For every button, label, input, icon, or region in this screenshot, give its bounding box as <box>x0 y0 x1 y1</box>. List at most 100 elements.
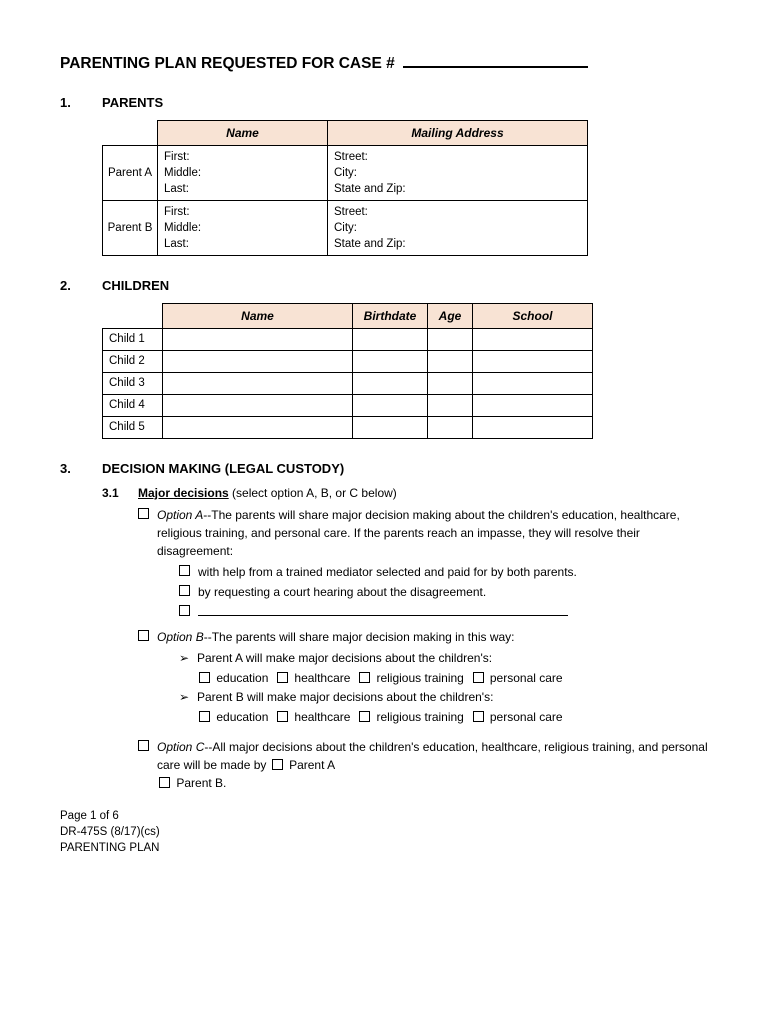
parent-a-label: Parent A <box>103 146 158 201</box>
parent-b-label: Parent B <box>103 201 158 256</box>
table-row: Parent A First: Middle: Last: Street: Ci… <box>103 146 588 201</box>
option-a-sub3-checkbox[interactable] <box>179 605 190 616</box>
child-age-cell[interactable] <box>428 329 473 351</box>
pb-religious-checkbox[interactable] <box>359 711 370 722</box>
section-3-head: DECISION MAKING (LEGAL CUSTODY) <box>102 461 344 476</box>
table-row: Child 2 <box>103 351 593 373</box>
case-number-field[interactable] <box>403 66 588 68</box>
option-c-pb-checkbox[interactable] <box>159 777 170 788</box>
option-b-parent-b-checks: education healthcare religious training … <box>197 707 563 727</box>
addr-street: Street: <box>334 149 581 165</box>
pb-healthcare-checkbox[interactable] <box>277 711 288 722</box>
child-age-cell[interactable] <box>428 417 473 439</box>
option-a-sub2-checkbox[interactable] <box>179 585 190 596</box>
option-a-sub2-row: by requesting a court hearing about the … <box>179 583 710 601</box>
option-a-sub1-text: with help from a trained mediator select… <box>198 563 577 581</box>
section-1-header: 1. PARENTS <box>60 95 710 110</box>
section-2-num: 2. <box>60 278 102 293</box>
pb-healthcare-label: healthcare <box>294 710 350 724</box>
option-c-label: Option C <box>157 740 204 754</box>
pb-personal-checkbox[interactable] <box>473 711 484 722</box>
sub-note: (select option A, B, or C below) <box>229 486 397 500</box>
option-b-checkbox[interactable] <box>138 630 149 641</box>
option-b-parent-a-text: Parent A will make major decisions about… <box>197 649 492 667</box>
child-age-cell[interactable] <box>428 373 473 395</box>
children-table: Name Birthdate Age School Child 1 Child … <box>102 303 593 439</box>
parent-b-addr-cell[interactable]: Street: City: State and Zip: <box>328 201 588 256</box>
child-school-cell[interactable] <box>473 373 593 395</box>
child-name-cell[interactable] <box>163 351 353 373</box>
option-b-parent-b-row: ➢ Parent B will make major decisions abo… <box>179 688 563 706</box>
option-a-sub3-row <box>179 603 710 616</box>
option-b-block: Option B--The parents will share major d… <box>138 628 710 728</box>
title-text: PARENTING PLAN REQUESTED FOR CASE # <box>60 55 395 72</box>
child-label: Child 2 <box>103 351 163 373</box>
child-school-cell[interactable] <box>473 395 593 417</box>
option-b-nested: ➢ Parent A will make major decisions abo… <box>179 649 563 728</box>
child-name-cell[interactable] <box>163 417 353 439</box>
option-b-parent-b-text: Parent B will make major decisions about… <box>197 688 493 706</box>
children-header-birthdate: Birthdate <box>353 304 428 329</box>
addr-street: Street: <box>334 204 581 220</box>
blank-corner <box>103 304 163 329</box>
child-bd-cell[interactable] <box>353 373 428 395</box>
pb-education-checkbox[interactable] <box>199 711 210 722</box>
option-a-text: Option A--The parents will share major d… <box>157 506 710 618</box>
option-a-sub2-text: by requesting a court hearing about the … <box>198 583 486 601</box>
name-first: First: <box>164 149 321 165</box>
name-middle: Middle: <box>164 165 321 181</box>
option-a-checkbox[interactable] <box>138 508 149 519</box>
table-row: Child 4 <box>103 395 593 417</box>
child-name-cell[interactable] <box>163 373 353 395</box>
footer-form-name: PARENTING PLAN <box>60 840 710 856</box>
option-b-parent-a-checks: education healthcare religious training … <box>197 668 563 688</box>
option-a-sub3-fill[interactable] <box>198 603 568 616</box>
option-c-pa-label: Parent A <box>289 758 335 772</box>
sub-head-wrap: Major decisions (select option A, B, or … <box>138 486 397 500</box>
child-bd-cell[interactable] <box>353 351 428 373</box>
option-c-checkbox[interactable] <box>138 740 149 751</box>
pb-personal-label: personal care <box>490 710 563 724</box>
child-label: Child 5 <box>103 417 163 439</box>
option-a-sub1-checkbox[interactable] <box>179 565 190 576</box>
option-b-text: Option B--The parents will share major d… <box>157 628 563 728</box>
pa-education-checkbox[interactable] <box>199 672 210 683</box>
parent-a-name-cell[interactable]: First: Middle: Last: <box>158 146 328 201</box>
footer-page: Page 1 of 6 <box>60 808 710 824</box>
parent-b-name-cell[interactable]: First: Middle: Last: <box>158 201 328 256</box>
child-bd-cell[interactable] <box>353 395 428 417</box>
blank-corner <box>103 121 158 146</box>
child-age-cell[interactable] <box>428 351 473 373</box>
parents-header-name: Name <box>158 121 328 146</box>
pa-personal-label: personal care <box>490 671 563 685</box>
option-c-text: Option C--All major decisions about the … <box>157 738 710 792</box>
child-name-cell[interactable] <box>163 395 353 417</box>
child-school-cell[interactable] <box>473 351 593 373</box>
name-first: First: <box>164 204 321 220</box>
child-bd-cell[interactable] <box>353 329 428 351</box>
section-2-header: 2. CHILDREN <box>60 278 710 293</box>
child-school-cell[interactable] <box>473 417 593 439</box>
pa-religious-checkbox[interactable] <box>359 672 370 683</box>
parent-a-addr-cell[interactable]: Street: City: State and Zip: <box>328 146 588 201</box>
child-bd-cell[interactable] <box>353 417 428 439</box>
page-footer: Page 1 of 6 DR-475S (8/17)(cs) PARENTING… <box>60 808 710 856</box>
child-label: Child 4 <box>103 395 163 417</box>
table-row: Child 3 <box>103 373 593 395</box>
child-name-cell[interactable] <box>163 329 353 351</box>
section-3-num: 3. <box>60 461 102 476</box>
children-header-name: Name <box>163 304 353 329</box>
option-c-pa-checkbox[interactable] <box>272 759 283 770</box>
child-age-cell[interactable] <box>428 395 473 417</box>
name-middle: Middle: <box>164 220 321 236</box>
pa-healthcare-checkbox[interactable] <box>277 672 288 683</box>
option-c-block: Option C--All major decisions about the … <box>138 738 710 792</box>
child-school-cell[interactable] <box>473 329 593 351</box>
table-row: Parent B First: Middle: Last: Street: Ci… <box>103 201 588 256</box>
option-a-nested: with help from a trained mediator select… <box>179 563 710 616</box>
option-b-label: Option B <box>157 630 204 644</box>
page-title: PARENTING PLAN REQUESTED FOR CASE # <box>60 55 710 73</box>
subsection-3-1: 3.1 Major decisions (select option A, B,… <box>102 486 710 500</box>
section-1-num: 1. <box>60 95 102 110</box>
pa-personal-checkbox[interactable] <box>473 672 484 683</box>
